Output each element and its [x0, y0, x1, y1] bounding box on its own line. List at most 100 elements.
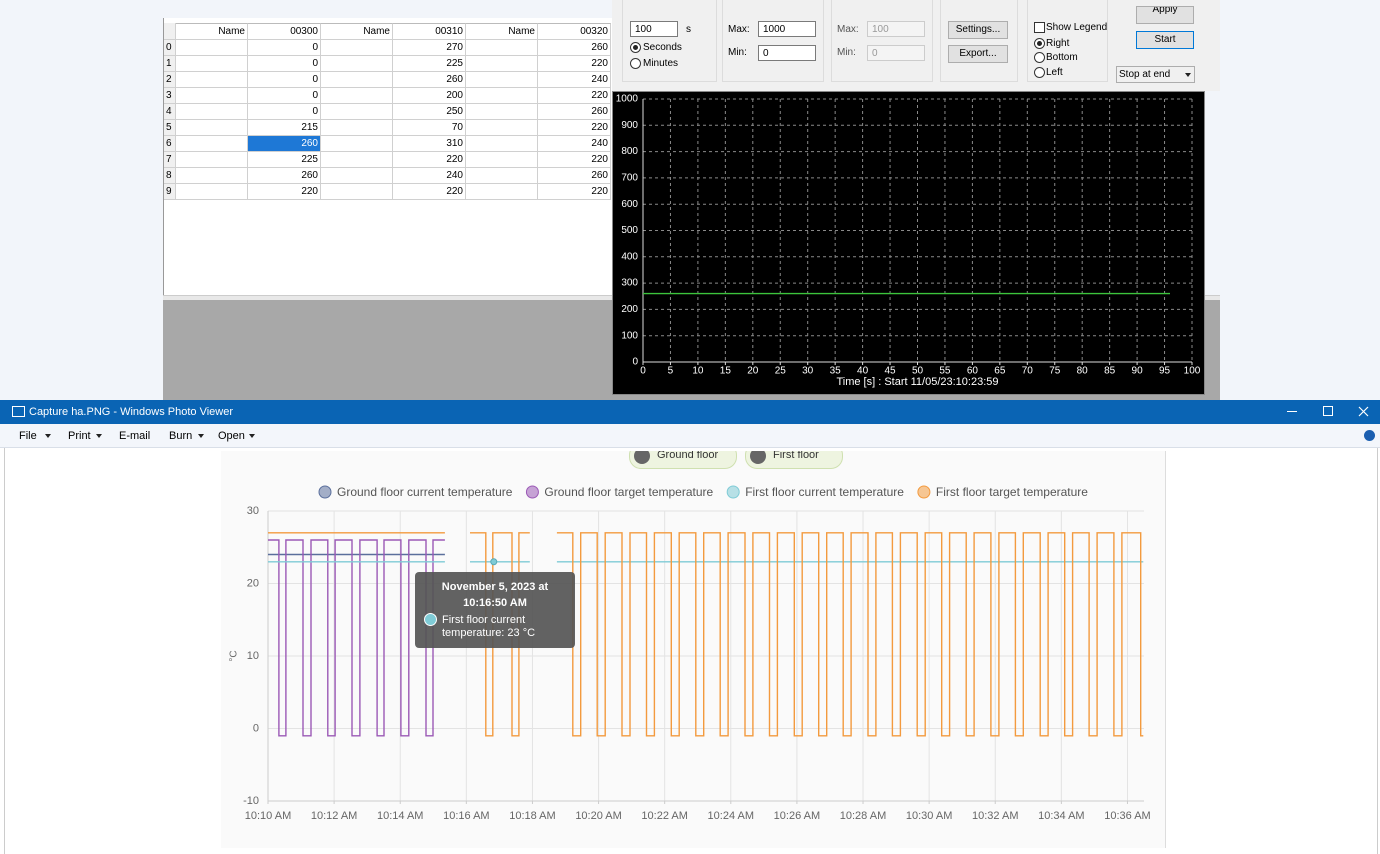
radio[interactable]	[630, 58, 641, 69]
max-input[interactable]: 1000	[758, 21, 816, 37]
name-cell	[176, 184, 248, 200]
apply-button[interactable]: Apply	[1136, 6, 1194, 24]
name-cell	[176, 72, 248, 88]
radio-label[interactable]: Right	[1046, 38, 1070, 49]
menu-arrow	[96, 434, 102, 438]
name-cell	[466, 56, 538, 72]
value-cell: 240	[538, 136, 611, 152]
column-header: Name	[321, 23, 393, 40]
min-input[interactable]: 0	[758, 45, 816, 61]
name-cell	[466, 136, 538, 152]
name-cell	[321, 88, 393, 104]
value-cell: 220	[538, 88, 611, 104]
value-cell: 260	[248, 136, 321, 152]
row-index: 2	[164, 72, 176, 88]
menu-item[interactable]: Burn	[169, 430, 193, 442]
value-cell: 220	[248, 184, 321, 200]
export-button[interactable]: Export...	[948, 45, 1008, 63]
filter-chip[interactable]: Ground floor	[629, 451, 737, 469]
max-input: 100	[867, 21, 925, 37]
data-table: Name 00300 Name 00310 Name 00320 0 0 270 260 1 0 225…	[163, 18, 613, 295]
name-cell	[466, 184, 538, 200]
name-cell	[321, 152, 393, 168]
row-index: 0	[164, 40, 176, 56]
menu-item[interactable]: Print	[68, 430, 91, 442]
checkbox[interactable]	[1034, 22, 1045, 33]
name-cell	[176, 136, 248, 152]
name-cell	[176, 88, 248, 104]
name-cell	[321, 136, 393, 152]
stop-mode-select[interactable]: Stop at end	[1116, 66, 1195, 83]
minimize-button[interactable]	[1287, 411, 1297, 412]
maximize-button[interactable]	[1323, 406, 1333, 416]
value-cell: 225	[393, 56, 466, 72]
name-cell	[466, 120, 538, 136]
row-index: 7	[164, 152, 176, 168]
radio-label[interactable]: Seconds	[643, 42, 682, 53]
value-cell: 240	[538, 72, 611, 88]
column-header: 00310	[393, 23, 466, 40]
value-cell: 270	[393, 40, 466, 56]
name-cell	[321, 104, 393, 120]
menu-item[interactable]: File	[19, 430, 37, 442]
row-index: 1	[164, 56, 176, 72]
column-header: 00320	[538, 23, 611, 40]
value-cell: 0	[248, 88, 321, 104]
name-cell	[176, 104, 248, 120]
captured-image: Ground floor First floor	[221, 451, 1166, 848]
chip-label: Ground floor	[657, 451, 719, 461]
value-cell: 0	[248, 56, 321, 72]
min-label: Min:	[837, 47, 856, 58]
radio[interactable]	[1034, 52, 1045, 63]
value-cell: 225	[248, 152, 321, 168]
row-index: 6	[164, 136, 176, 152]
radio[interactable]	[1034, 38, 1045, 49]
max-label: Max:	[728, 24, 750, 35]
value-cell: 260	[393, 72, 466, 88]
value-cell: 220	[393, 184, 466, 200]
checkbox-label[interactable]: Show Legend	[1046, 22, 1108, 33]
name-cell	[321, 168, 393, 184]
tooltip: November 5, 2023 at 10:16:50 AM First fl…	[415, 572, 575, 648]
help-button[interactable]	[1364, 430, 1375, 441]
realtime-chart-bg	[612, 91, 1205, 395]
filter-chip[interactable]: First floor	[745, 451, 843, 469]
name-cell	[466, 168, 538, 184]
value-cell: 260	[538, 40, 611, 56]
app-icon	[12, 406, 25, 417]
value-cell: 0	[248, 72, 321, 88]
chip-icon	[750, 451, 766, 464]
value-cell: 310	[393, 136, 466, 152]
menu-item[interactable]: Open	[218, 430, 245, 442]
value-cell: 215	[248, 120, 321, 136]
name-cell	[176, 120, 248, 136]
settings-button[interactable]: Settings...	[948, 21, 1008, 39]
title-bar: Capture ha.PNG - Windows Photo Viewer	[0, 400, 1380, 424]
value-cell: 220	[538, 184, 611, 200]
max-label: Max:	[837, 24, 859, 35]
radio[interactable]	[630, 42, 641, 53]
chip-icon	[634, 451, 650, 464]
radio-label[interactable]: Minutes	[643, 58, 679, 69]
radio-label[interactable]: Bottom	[1046, 52, 1078, 63]
row-index: 9	[164, 184, 176, 200]
value-cell: 220	[538, 152, 611, 168]
interval-input[interactable]: 100	[630, 21, 678, 37]
value-cell: 220	[538, 56, 611, 72]
start-button[interactable]: Start	[1136, 31, 1194, 49]
radio-label[interactable]: Left	[1046, 67, 1063, 78]
select-value: Stop at end	[1119, 69, 1171, 80]
column-header: 00300	[248, 23, 321, 40]
menu-item[interactable]: E-mail	[119, 430, 151, 442]
value-cell: 220	[538, 120, 611, 136]
name-cell	[466, 88, 538, 104]
tooltip-swatch	[424, 613, 437, 626]
name-cell	[466, 104, 538, 120]
column-header: Name	[176, 23, 248, 40]
column-header: Name	[466, 23, 538, 40]
close-button[interactable]	[1358, 406, 1369, 417]
radio[interactable]	[1034, 67, 1045, 78]
min-input: 0	[867, 45, 925, 61]
window-title: Capture ha.PNG - Windows Photo Viewer	[29, 406, 233, 418]
